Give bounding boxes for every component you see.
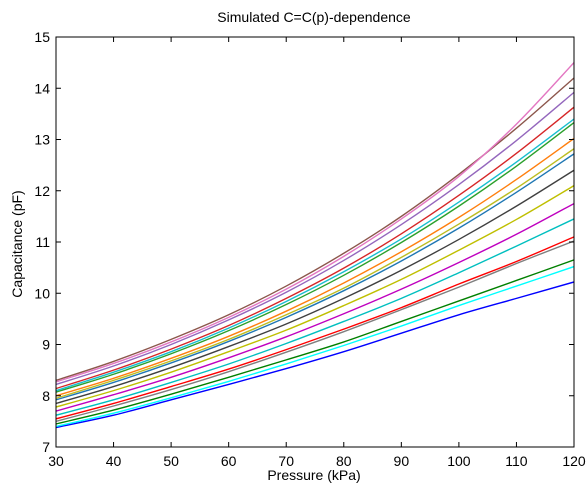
series-line-12: [56, 91, 574, 386]
y-tick-label: 15: [34, 29, 50, 45]
series-line-3: [56, 236, 574, 420]
x-tick-label: 60: [221, 453, 237, 469]
x-tick-label: 110: [505, 453, 528, 469]
y-tick-label: 12: [34, 183, 50, 199]
y-tick-label: 9: [42, 337, 50, 353]
y-tick-label: 13: [34, 132, 50, 148]
x-tick-label: 40: [106, 453, 122, 469]
series-line-4: [56, 218, 574, 416]
series-line-9: [56, 137, 574, 397]
plot-area: 30 40 50 60 70 80 90 100 110 120 7 8 9 10 11 12 13 14 15: [34, 29, 585, 469]
x-tick-label: 100: [447, 453, 471, 469]
y-axis-title: Capacitance (pF): [9, 190, 25, 297]
series-line-15: [56, 240, 574, 423]
x-tick-label: 90: [394, 453, 410, 469]
x-tick-label: 80: [336, 453, 352, 469]
series-line-8: [56, 153, 574, 401]
y-tick-label: 14: [34, 80, 50, 96]
series-line-6: [56, 185, 574, 408]
series-line-17: [56, 148, 574, 399]
series-line-5: [56, 202, 574, 412]
series-line-16: [56, 118, 574, 392]
series-line-14: [56, 62, 574, 383]
x-tick-label: 70: [278, 453, 294, 469]
series-line-2: [56, 259, 574, 425]
series-group: [56, 62, 574, 429]
series-line-1: [56, 281, 574, 429]
x-tick-label: 50: [163, 453, 179, 469]
y-tick-label: 11: [35, 234, 50, 250]
x-tick-label: 30: [48, 453, 64, 469]
series-line-18: [56, 265, 574, 428]
y-tick-label: 10: [34, 285, 50, 301]
chart-title: Simulated C=C(p)-dependence: [217, 9, 411, 25]
series-line-11: [56, 106, 574, 390]
series-line-10: [56, 122, 574, 393]
series-line-13: [56, 77, 574, 382]
series-line-7: [56, 169, 574, 405]
x-axis-title: Pressure (kPa): [267, 467, 360, 483]
axes-box: [55, 36, 575, 448]
y-tick-label: 8: [42, 388, 50, 404]
x-tick-label: 120: [562, 453, 586, 469]
y-tick-label: 7: [42, 439, 50, 455]
